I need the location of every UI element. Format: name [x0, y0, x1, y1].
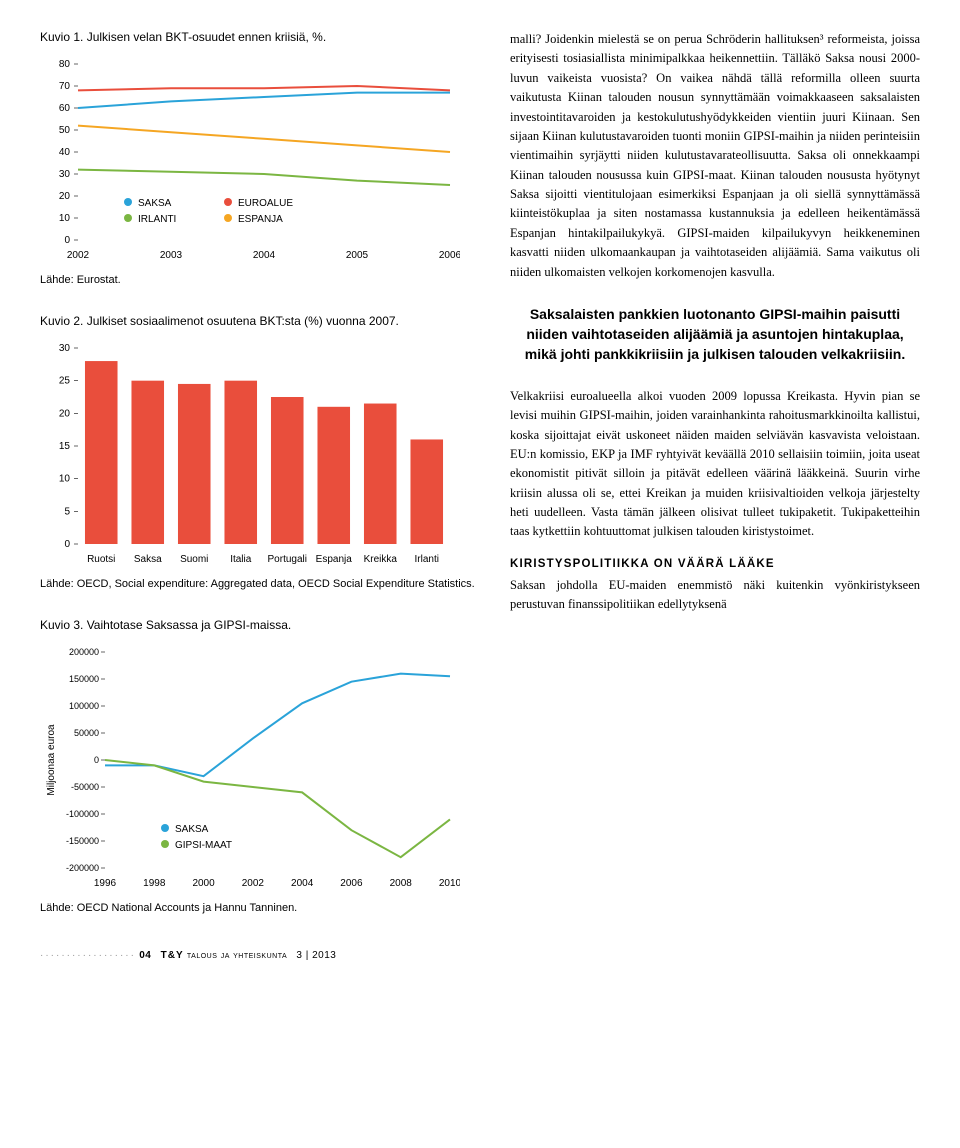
- svg-text:Ruotsi: Ruotsi: [87, 554, 115, 565]
- svg-text:2006: 2006: [439, 250, 460, 261]
- body-p1: malli? Joidenkin mielestä se on perua Sc…: [510, 30, 920, 282]
- svg-text:50000: 50000: [74, 728, 99, 738]
- svg-text:2010: 2010: [439, 878, 460, 889]
- svg-text:Irlanti: Irlanti: [415, 554, 439, 565]
- right-column: malli? Joidenkin mielestä se on perua Sc…: [510, 30, 920, 924]
- svg-text:1998: 1998: [143, 878, 166, 889]
- svg-text:2004: 2004: [291, 878, 314, 889]
- left-column: Kuvio 1. Julkisen velan BKT-osuudet enne…: [40, 30, 480, 924]
- svg-text:IRLANTI: IRLANTI: [138, 214, 176, 225]
- svg-text:25: 25: [59, 376, 71, 387]
- svg-text:Portugali: Portugali: [268, 554, 307, 565]
- body-p2: Velkakriisi euroalueella alkoi vuoden 20…: [510, 387, 920, 542]
- svg-text:1996: 1996: [94, 878, 117, 889]
- chart3-source: Lähde: OECD National Accounts ja Hannu T…: [40, 902, 480, 914]
- chart2: 0 5 10 15 20 25 30 Ruotsi Saksa Suomi Italia Portug…: [40, 340, 460, 570]
- footer-page-number: 04: [139, 950, 151, 961]
- svg-text:Miljoonaa euroa: Miljoonaa euroa: [46, 724, 57, 796]
- svg-text:Kreikka: Kreikka: [364, 554, 398, 565]
- svg-text:2004: 2004: [253, 250, 276, 261]
- svg-text:30: 30: [59, 343, 71, 354]
- svg-text:150000: 150000: [69, 674, 99, 684]
- svg-text:EUROALUE: EUROALUE: [238, 198, 293, 209]
- footer-dots: ··················: [40, 950, 136, 961]
- svg-text:Saksa: Saksa: [134, 554, 162, 565]
- svg-text:Suomi: Suomi: [180, 554, 208, 565]
- chart2-source: Lähde: OECD, Social expenditure: Aggrega…: [40, 578, 480, 590]
- svg-text:2002: 2002: [242, 878, 265, 889]
- svg-text:10: 10: [59, 474, 71, 485]
- svg-text:2002: 2002: [67, 250, 90, 261]
- svg-text:SAKSA: SAKSA: [175, 824, 209, 835]
- footer-subtitle: talous ja yhteiskunta: [187, 950, 287, 961]
- svg-text:80: 80: [59, 59, 71, 70]
- svg-text:-200000: -200000: [66, 863, 99, 873]
- svg-text:60: 60: [59, 103, 71, 114]
- svg-text:40: 40: [59, 147, 71, 158]
- footer-magazine: T&Y: [161, 950, 184, 961]
- svg-text:2005: 2005: [346, 250, 369, 261]
- chart2-title: Kuvio 2. Julkiset sosiaalimenot osuutena…: [40, 314, 480, 328]
- svg-text:-50000: -50000: [71, 782, 99, 792]
- page-footer: ·················· 04 T&Y talous ja yhte…: [0, 944, 960, 973]
- svg-text:0: 0: [94, 755, 99, 765]
- svg-text:200000: 200000: [69, 647, 99, 657]
- svg-text:30: 30: [59, 169, 71, 180]
- svg-text:GIPSI-MAAT: GIPSI-MAAT: [175, 840, 232, 851]
- svg-text:0: 0: [64, 235, 70, 246]
- svg-text:-150000: -150000: [66, 836, 99, 846]
- svg-text:2006: 2006: [340, 878, 363, 889]
- page-layout: Kuvio 1. Julkisen velan BKT-osuudet enne…: [0, 0, 960, 944]
- chart3-title: Kuvio 3. Vaihtotase Saksassa ja GIPSI-ma…: [40, 618, 480, 632]
- svg-text:2003: 2003: [160, 250, 183, 261]
- svg-text:Espanja: Espanja: [316, 554, 353, 565]
- svg-text:20: 20: [59, 408, 71, 419]
- chart1-title: Kuvio 1. Julkisen velan BKT-osuudet enne…: [40, 30, 480, 44]
- chart3: Miljoonaa euroa -200000 -150000 -100000 -500…: [40, 644, 460, 894]
- svg-text:2000: 2000: [192, 878, 215, 889]
- svg-text:100000: 100000: [69, 701, 99, 711]
- svg-text:SAKSA: SAKSA: [138, 198, 172, 209]
- section-heading: KIRISTYSPOLITIIKKA ON VÄÄRÄ LÄÄKE: [510, 556, 920, 574]
- svg-text:5: 5: [64, 506, 70, 517]
- svg-text:70: 70: [59, 81, 71, 92]
- chart1: 0 10 20 30 40 50 60 70 80 2002 2003 2004 2005 2006 SAK…: [40, 56, 460, 266]
- pullquote: Saksalaisten pankkien luotonanto GIPSI-m…: [510, 304, 920, 365]
- svg-text:50: 50: [59, 125, 71, 136]
- svg-text:Italia: Italia: [230, 554, 252, 565]
- body-p3: Saksan johdolla EU-maiden enemmistö näki…: [510, 576, 920, 615]
- svg-text:20: 20: [59, 191, 71, 202]
- footer-issue: 3 | 2013: [296, 950, 336, 961]
- svg-text:2008: 2008: [390, 878, 413, 889]
- svg-text:10: 10: [59, 213, 71, 224]
- chart1-source: Lähde: Eurostat.: [40, 274, 480, 286]
- svg-text:ESPANJA: ESPANJA: [238, 214, 283, 225]
- svg-text:15: 15: [59, 441, 71, 452]
- svg-text:0: 0: [64, 539, 70, 550]
- svg-text:-100000: -100000: [66, 809, 99, 819]
